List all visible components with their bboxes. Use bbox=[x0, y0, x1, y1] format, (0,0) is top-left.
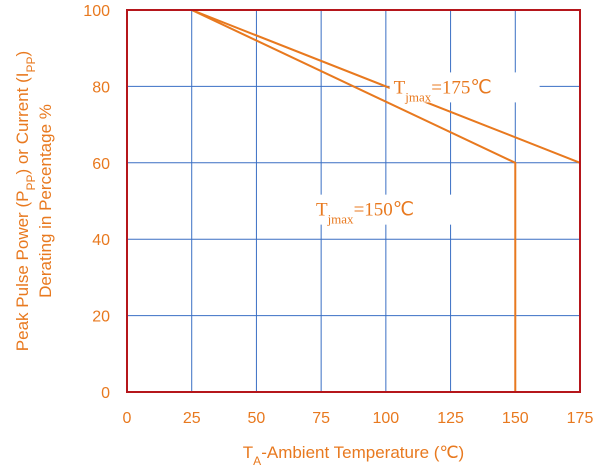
x-tick-label: 175 bbox=[567, 410, 594, 427]
x-tick-label: 0 bbox=[123, 410, 132, 427]
annotation-label: Tjmax=150℃ bbox=[316, 200, 414, 227]
y-tick-label: 60 bbox=[92, 156, 110, 173]
x-axis-title: TA-Ambient Temperature (℃) bbox=[243, 443, 464, 468]
y-tick-label: 80 bbox=[92, 79, 110, 96]
y-axis-title: Peak Pulse Power (PPP) or Current (IPP) … bbox=[13, 51, 55, 351]
y-tick-label: 40 bbox=[92, 232, 110, 249]
x-tick-labels: 0 25 50 75 100 125 150 175 bbox=[123, 410, 594, 427]
y-tick-label: 0 bbox=[101, 385, 110, 402]
y-axis-title-line2: Derating in Percentage % bbox=[36, 104, 55, 298]
x-tick-label: 150 bbox=[502, 410, 529, 427]
x-tick-label: 25 bbox=[183, 410, 201, 427]
x-tick-label: 75 bbox=[312, 410, 330, 427]
annotations: Tjmax=175℃ Tjmax=150℃ bbox=[311, 72, 540, 227]
plot-frame bbox=[126, 9, 581, 393]
x-tick-label: 50 bbox=[248, 410, 266, 427]
y-tick-label: 20 bbox=[92, 309, 110, 326]
y-axis-title-line1: Peak Pulse Power (PPP) or Current (IPP) bbox=[13, 51, 38, 351]
x-tick-label: 100 bbox=[373, 410, 400, 427]
y-tick-labels: 0 20 40 60 80 100 bbox=[83, 3, 110, 402]
annotation-background bbox=[389, 72, 540, 103]
y-tick-label: 100 bbox=[83, 3, 110, 20]
x-tick-label: 125 bbox=[437, 410, 464, 427]
annotation-label: Tjmax=175℃ bbox=[394, 77, 492, 104]
annotation-background bbox=[311, 194, 462, 225]
